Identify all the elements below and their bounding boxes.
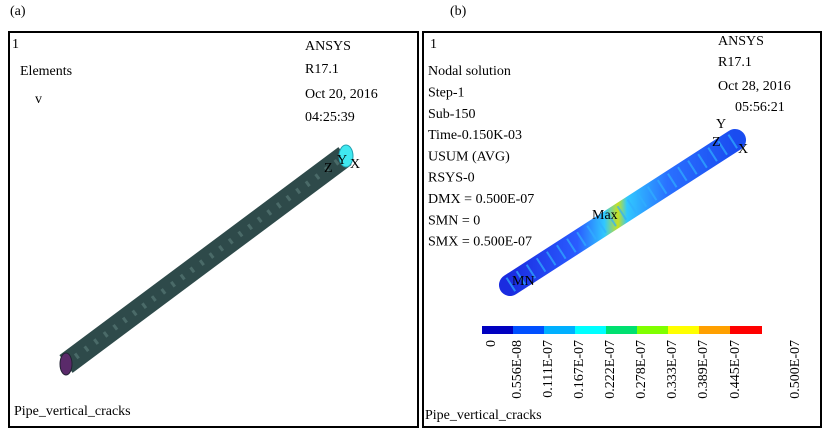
- colorbar-label: 0: [484, 340, 499, 347]
- info-line: RSYS-0: [428, 171, 475, 186]
- panel-label: (a): [10, 4, 26, 19]
- info-line: Elements: [20, 64, 72, 79]
- ansys-info: Oct 20, 2016: [305, 87, 378, 102]
- ansys-info: ANSYS: [718, 34, 764, 49]
- info-line: SMN = 0: [428, 213, 480, 228]
- colorbar-label: 0.167E-07: [572, 340, 587, 399]
- colorbar-label: 0.445E-07: [728, 340, 743, 399]
- panel-number: 1: [12, 37, 19, 52]
- footer: Pipe_vertical_cracks: [14, 404, 131, 419]
- ansys-info: ANSYS: [305, 39, 351, 54]
- colorbar-segment: [699, 326, 730, 334]
- ansys-info: R17.1: [718, 55, 752, 70]
- colorbar-segment: [606, 326, 637, 334]
- axis-label: Z: [324, 161, 333, 176]
- panel-label: (b): [450, 4, 467, 19]
- colorbar-segment: [482, 326, 513, 334]
- info-line: Sub-150: [428, 107, 475, 122]
- colorbar-label: 0.389E-07: [696, 340, 711, 399]
- figure: (a)1ElementsvANSYSR17.1Oct 20, 201604:25…: [0, 0, 822, 428]
- ansys-info: Oct 28, 2016: [718, 79, 791, 94]
- colorbar-label: 0.500E-07: [788, 340, 803, 399]
- colorbar-segment: [513, 326, 544, 334]
- colorbar-label: 0.222E-07: [603, 340, 618, 399]
- colorbar-label: 0.278E-07: [634, 340, 649, 399]
- max-label: Max: [592, 208, 618, 223]
- pipe-a-end: [60, 353, 72, 375]
- axis-label: Y: [337, 153, 347, 168]
- footer: Pipe_vertical_cracks: [425, 408, 542, 423]
- info-line: Time-0.150K-03: [428, 128, 522, 143]
- colorbar-segment: [668, 326, 699, 334]
- info-line: DMX = 0.500E-07: [428, 192, 534, 207]
- info-line: USUM (AVG): [428, 149, 510, 164]
- colorbar-label: 0.556E-08: [510, 340, 525, 399]
- info-line: Step-1: [428, 86, 465, 101]
- ansys-info: R17.1: [305, 62, 339, 77]
- panel-number: 1: [430, 37, 437, 52]
- info-line: v: [35, 92, 42, 107]
- min-label: MN: [512, 274, 535, 289]
- colorbar-segment: [575, 326, 606, 334]
- axis-label: Y: [716, 117, 726, 132]
- axis-label: Z: [712, 135, 721, 150]
- info-line: Nodal solution: [428, 64, 511, 79]
- ansys-info: 05:56:21: [735, 100, 785, 115]
- colorbar-segment: [637, 326, 668, 334]
- colorbar-segment: [544, 326, 575, 334]
- ansys-info: 04:25:39: [305, 110, 355, 125]
- colorbar-segment: [730, 326, 762, 334]
- axis-label: X: [350, 157, 360, 172]
- colorbar: [482, 326, 762, 334]
- colorbar-label: 0.333E-07: [665, 340, 680, 399]
- axis-label: X: [738, 142, 748, 157]
- colorbar-label: 0.111E-07: [541, 340, 556, 398]
- info-line: SMX = 0.500E-07: [428, 235, 532, 250]
